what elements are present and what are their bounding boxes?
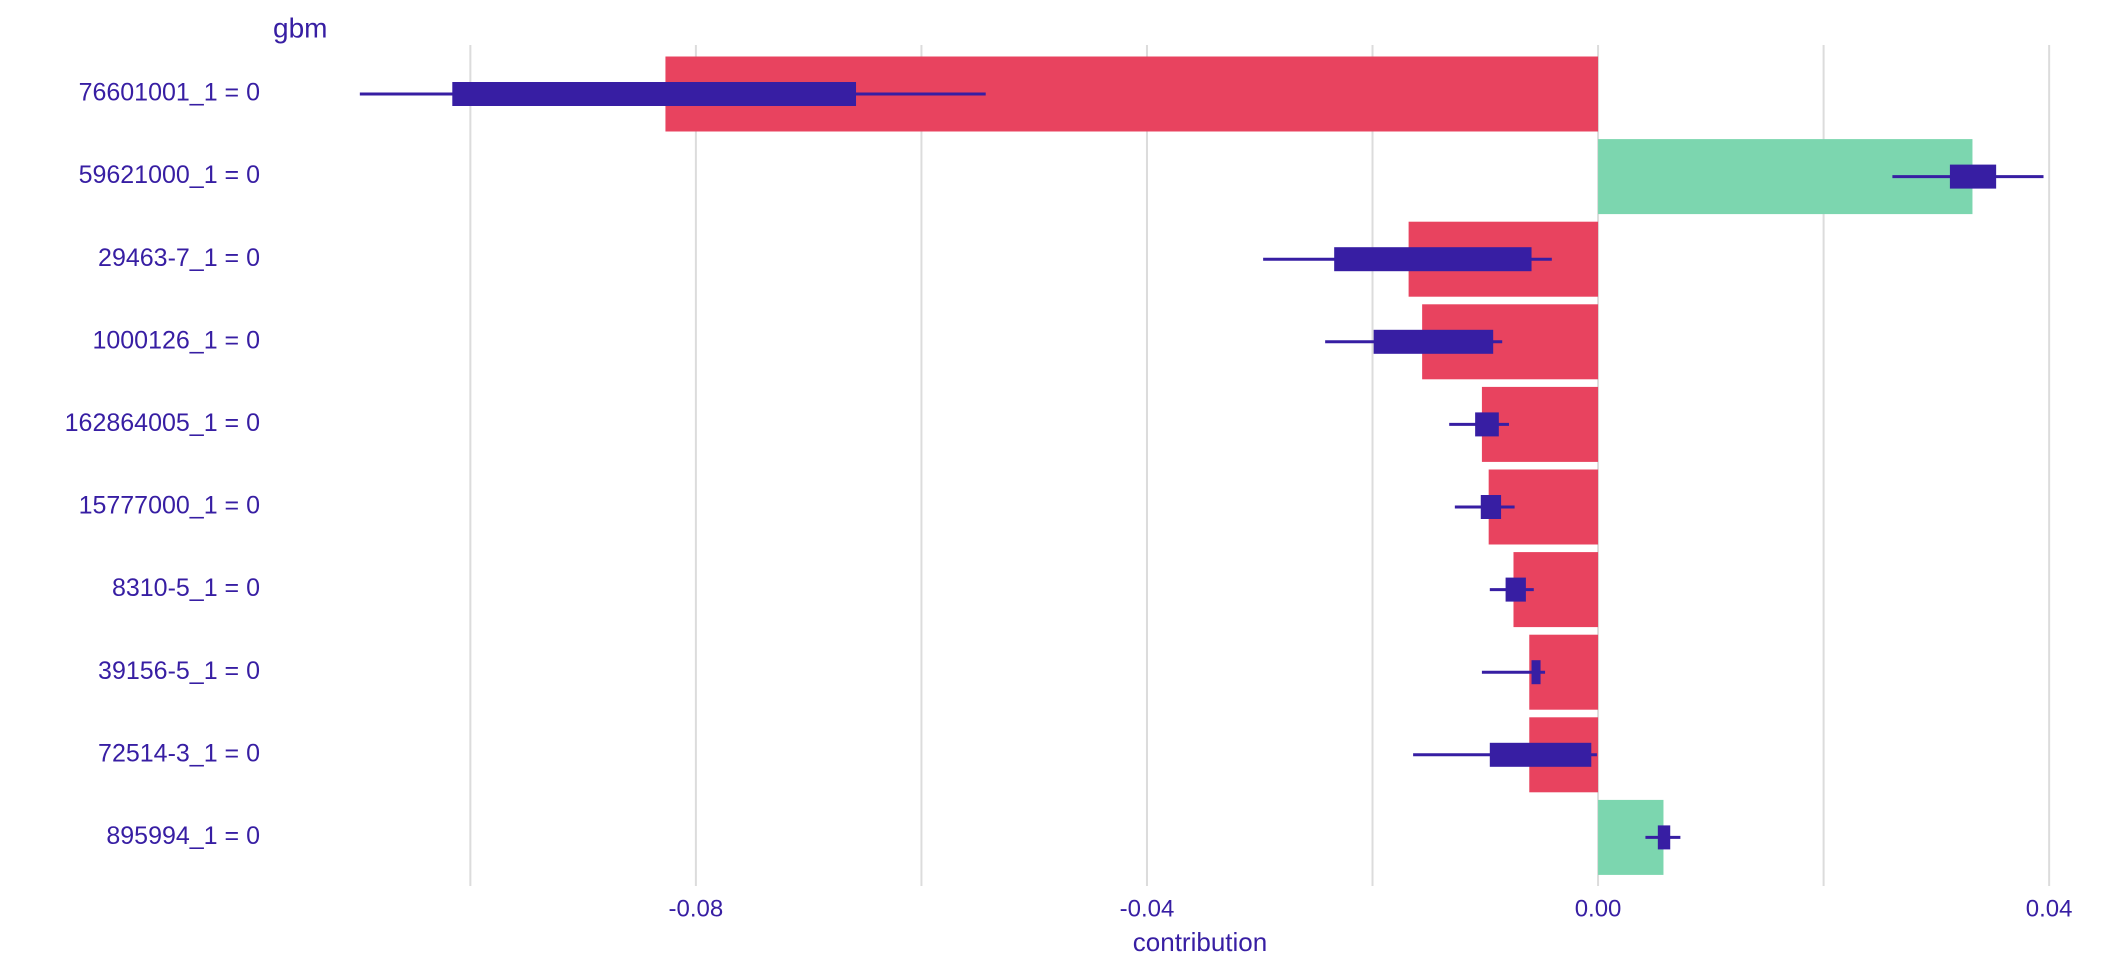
x-tick-label: -0.04 — [1120, 895, 1175, 922]
x-tick-label: 0.04 — [2026, 895, 2073, 922]
y-tick-label: 8310-5_1 = 0 — [112, 574, 260, 602]
y-tick-label: 895994_1 = 0 — [106, 822, 260, 850]
x-tick-label: -0.08 — [669, 895, 724, 922]
y-tick-label: 15777000_1 = 0 — [79, 492, 260, 520]
box — [1480, 495, 1502, 519]
x-axis-label: contribution — [1133, 927, 1267, 957]
y-tick-label: 76601001_1 = 0 — [79, 79, 260, 107]
y-tick-label: 1000126_1 = 0 — [92, 326, 260, 354]
box — [1505, 577, 1526, 602]
box — [1489, 742, 1592, 767]
y-tick-label: 59621000_1 = 0 — [79, 161, 260, 189]
box — [1334, 247, 1532, 272]
y-tick-label: 72514-3_1 = 0 — [98, 739, 260, 767]
box — [1373, 329, 1494, 354]
y-tick-label: 162864005_1 = 0 — [65, 409, 260, 437]
box — [452, 82, 857, 106]
y-tick-label: 39156-5_1 = 0 — [98, 657, 260, 685]
box — [1949, 164, 1997, 189]
box — [1531, 660, 1541, 685]
x-tick-label: 0.00 — [1575, 895, 1622, 922]
box — [1475, 412, 1499, 437]
box — [1657, 825, 1671, 850]
y-tick-label: 29463-7_1 = 0 — [98, 244, 260, 272]
chart-title: gbm — [273, 12, 327, 43]
